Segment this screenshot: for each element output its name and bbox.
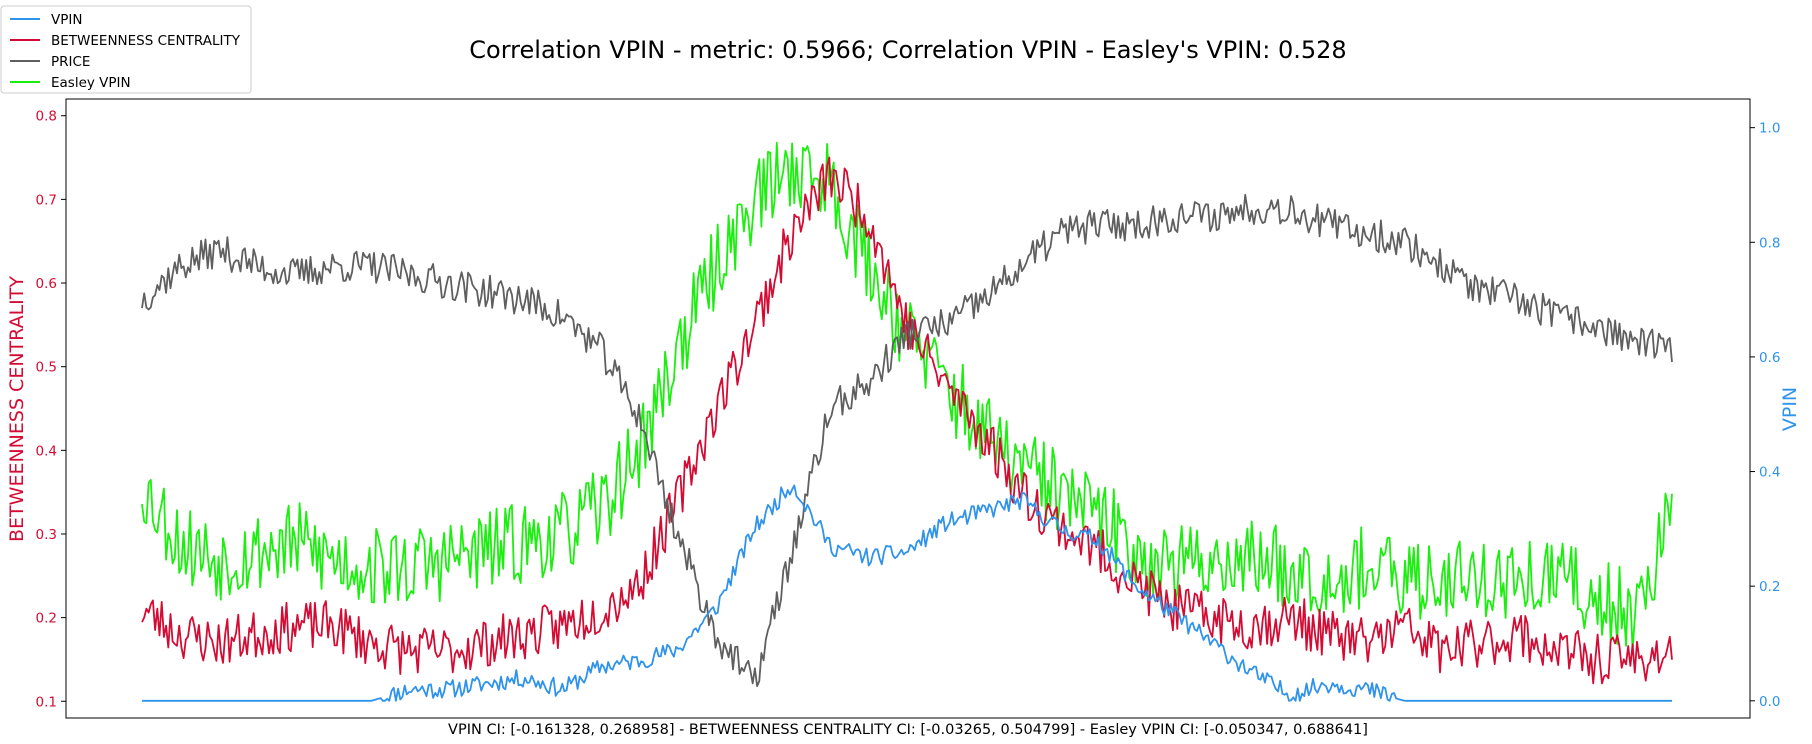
left-tick-label: 0.4 [36,443,57,459]
legend-label: PRICE [51,54,90,70]
left-tick-label: 0.5 [36,360,57,376]
left-tick-label: 0.6 [36,276,57,292]
right-tick-label: 0.6 [1759,350,1780,366]
right-tick-label: 0.8 [1759,235,1780,251]
series-line-price [141,193,1673,687]
chart-title: Correlation VPIN - metric: 0.5966; Corre… [469,36,1346,64]
plot-frame [65,98,1751,719]
right-tick-label: 0.0 [1759,694,1780,710]
series-line-betweenness-centrality [141,156,1673,685]
left-axis: 0.1 0.2 0.3 0.4 0.5 0.6 0.7 0.8 [36,109,66,710]
plot-area [141,141,1673,702]
left-tick-label: 0.8 [36,109,57,125]
right-tick-label: 0.2 [1759,579,1780,595]
legend-label: VPIN [51,12,82,28]
left-tick-label: 0.1 [36,694,57,710]
legend-label: Easley VPIN [51,75,131,91]
right-tick-label: 0.4 [1759,465,1780,481]
left-tick-label: 0.7 [36,192,57,208]
series-line-easley-vpin [141,141,1673,651]
series-line-vpin [142,484,1672,702]
left-axis-label: BETWEENNESS CENTRALITY [6,276,28,542]
right-axis: 0.0 0.2 0.4 0.6 0.8 1.0 [1750,121,1780,710]
right-tick-label: 1.0 [1759,121,1780,137]
legend-label: BETWEENNESS CENTRALITY [51,33,241,49]
legend-box [0,5,252,94]
left-tick-label: 0.2 [36,611,57,627]
left-tick-label: 0.3 [36,527,57,543]
legend: VPIN BETWEENNESS CENTRALITY PRICE Easley VP… [0,5,252,94]
right-axis-label: VPIN [1779,387,1801,431]
chart-footer: VPIN CI: [-0.161328, 0.268958] - BETWEEN… [448,722,1368,738]
